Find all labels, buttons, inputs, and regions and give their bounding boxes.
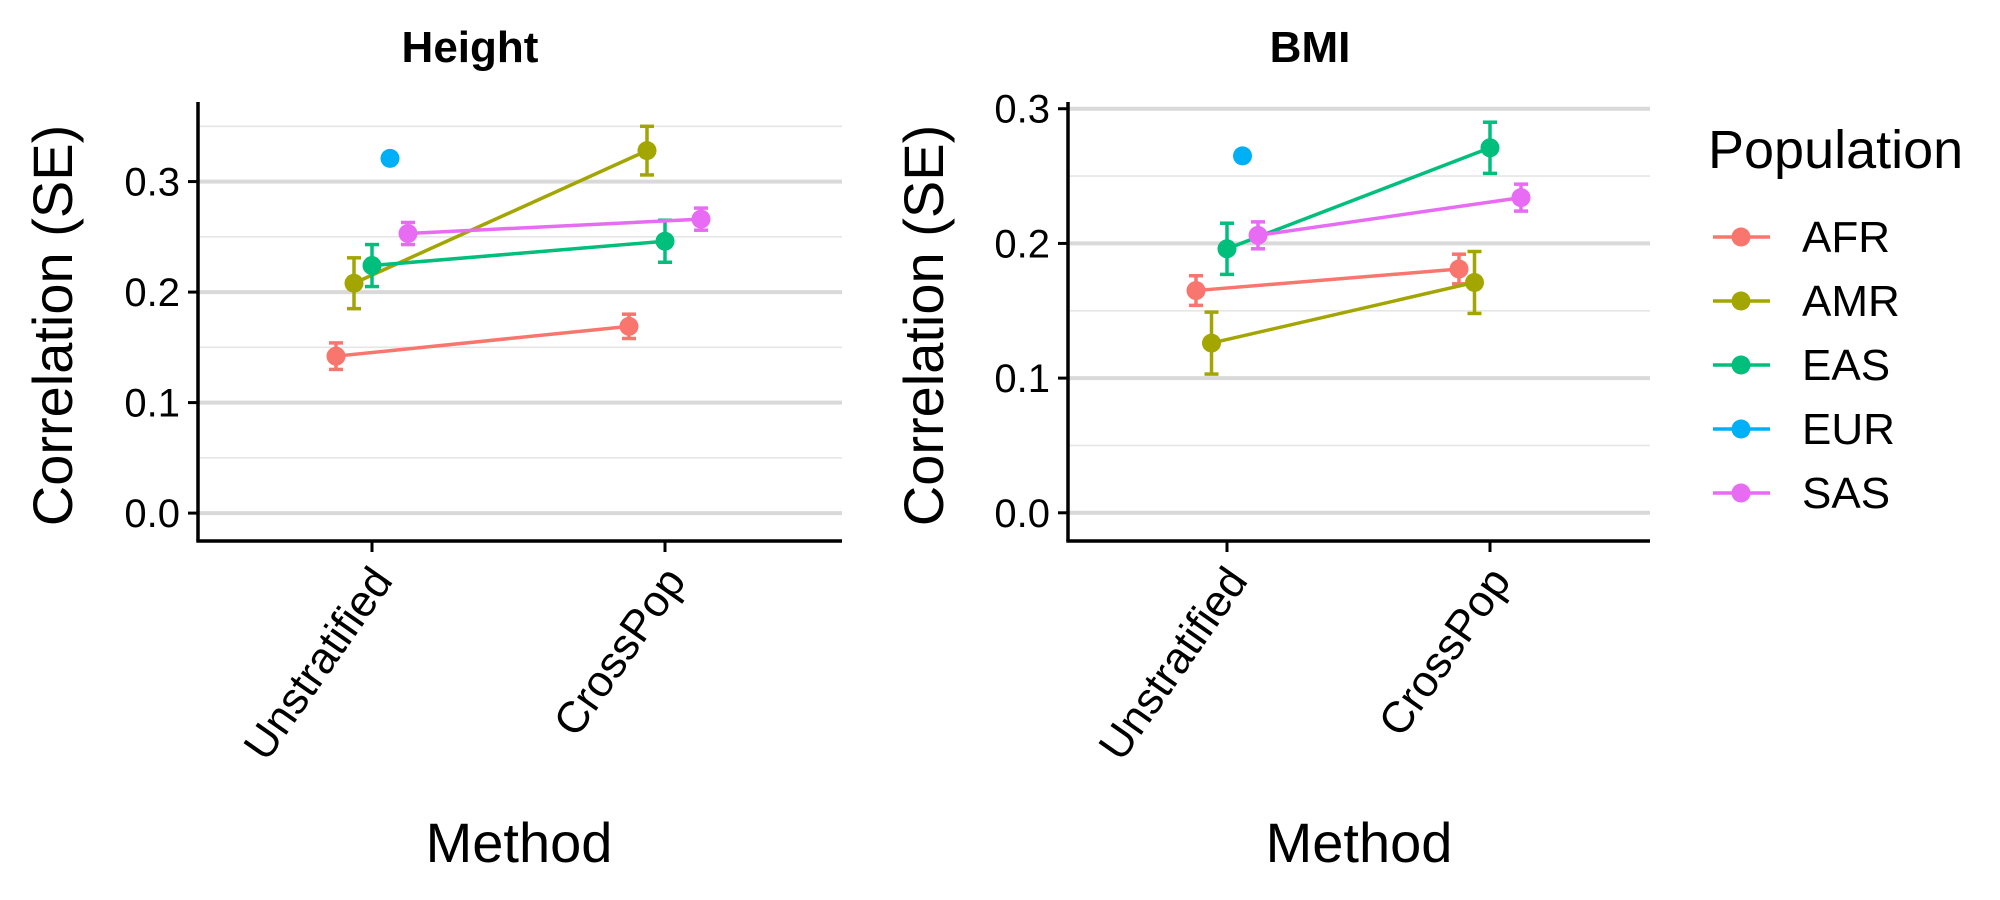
panel-title: Height — [402, 23, 539, 72]
legend-key-point — [1731, 227, 1751, 247]
x-axis-label: Method — [426, 811, 613, 874]
legend-item-label: EAS — [1802, 341, 1890, 390]
series-line-afr — [1195, 267, 1460, 293]
point-sas — [398, 224, 418, 244]
point-sas — [1248, 225, 1268, 245]
x-tick-label: Unstratified — [1089, 559, 1257, 769]
point-amr — [344, 273, 364, 293]
legend-item-label: EUR — [1802, 405, 1895, 454]
point-eas — [362, 256, 382, 276]
legend-key-point — [1731, 355, 1751, 375]
x-tick-label: CrossPop — [544, 559, 695, 745]
y-tick-label: 0.3 — [124, 161, 180, 205]
height-panel: 0.0 0.1 0.2 0.3 Unstratified CrossPop Height Me… — [21, 23, 842, 874]
point-amr — [1465, 272, 1484, 292]
point-afr — [326, 346, 346, 366]
y-tick-label: 0.3 — [994, 88, 1050, 132]
legend-item-label: SAS — [1802, 469, 1890, 518]
series-line-afr — [335, 324, 630, 358]
y-axis-label: Correlation (SE) — [892, 125, 955, 526]
y-tick-label: 0.2 — [124, 271, 180, 315]
series-line-eas — [371, 239, 666, 268]
x-tick-label: Unstratified — [234, 559, 402, 769]
legend-title: Population — [1708, 120, 1963, 180]
x-axis-label: Method — [1266, 811, 1453, 874]
point-sas — [691, 209, 711, 229]
y-tick-label: 0.0 — [124, 492, 180, 536]
point-eas — [1480, 138, 1500, 158]
y-tick-label: 0.1 — [124, 382, 180, 426]
series-line-sas — [1257, 195, 1522, 238]
panel-title: BMI — [1270, 23, 1351, 72]
legend-key-point — [1731, 419, 1751, 439]
point-sas — [1511, 188, 1531, 208]
point-eas — [655, 231, 675, 251]
y-tick-label: 0.2 — [994, 222, 1050, 266]
point-eur — [380, 148, 400, 168]
point-eas — [1217, 239, 1237, 259]
legend-item-label: AMR — [1802, 277, 1900, 326]
y-tick-label: 0.1 — [994, 357, 1050, 401]
point-amr — [1202, 333, 1221, 353]
legend: Population AFR AMR EAS EUR SAS — [1708, 120, 1963, 518]
point-amr — [637, 141, 657, 161]
bmi-panel: 0.0 0.1 0.2 0.3 Unstratified CrossPop BMI Metho… — [892, 23, 1650, 874]
point-afr — [1449, 259, 1469, 279]
y-axis-label: Correlation (SE) — [21, 125, 84, 526]
x-tick-label: CrossPop — [1369, 559, 1520, 745]
series-line-sas — [407, 217, 702, 236]
point-afr — [1186, 281, 1206, 301]
series-line-amr — [353, 149, 648, 285]
y-tick-label: 0.0 — [994, 492, 1050, 536]
point-eur — [1233, 146, 1252, 166]
legend-item-label: AFR — [1802, 213, 1890, 262]
legend-key-point — [1731, 291, 1751, 311]
legend-key-point — [1731, 483, 1751, 503]
point-afr — [619, 316, 639, 336]
series-line-amr — [1211, 280, 1475, 345]
